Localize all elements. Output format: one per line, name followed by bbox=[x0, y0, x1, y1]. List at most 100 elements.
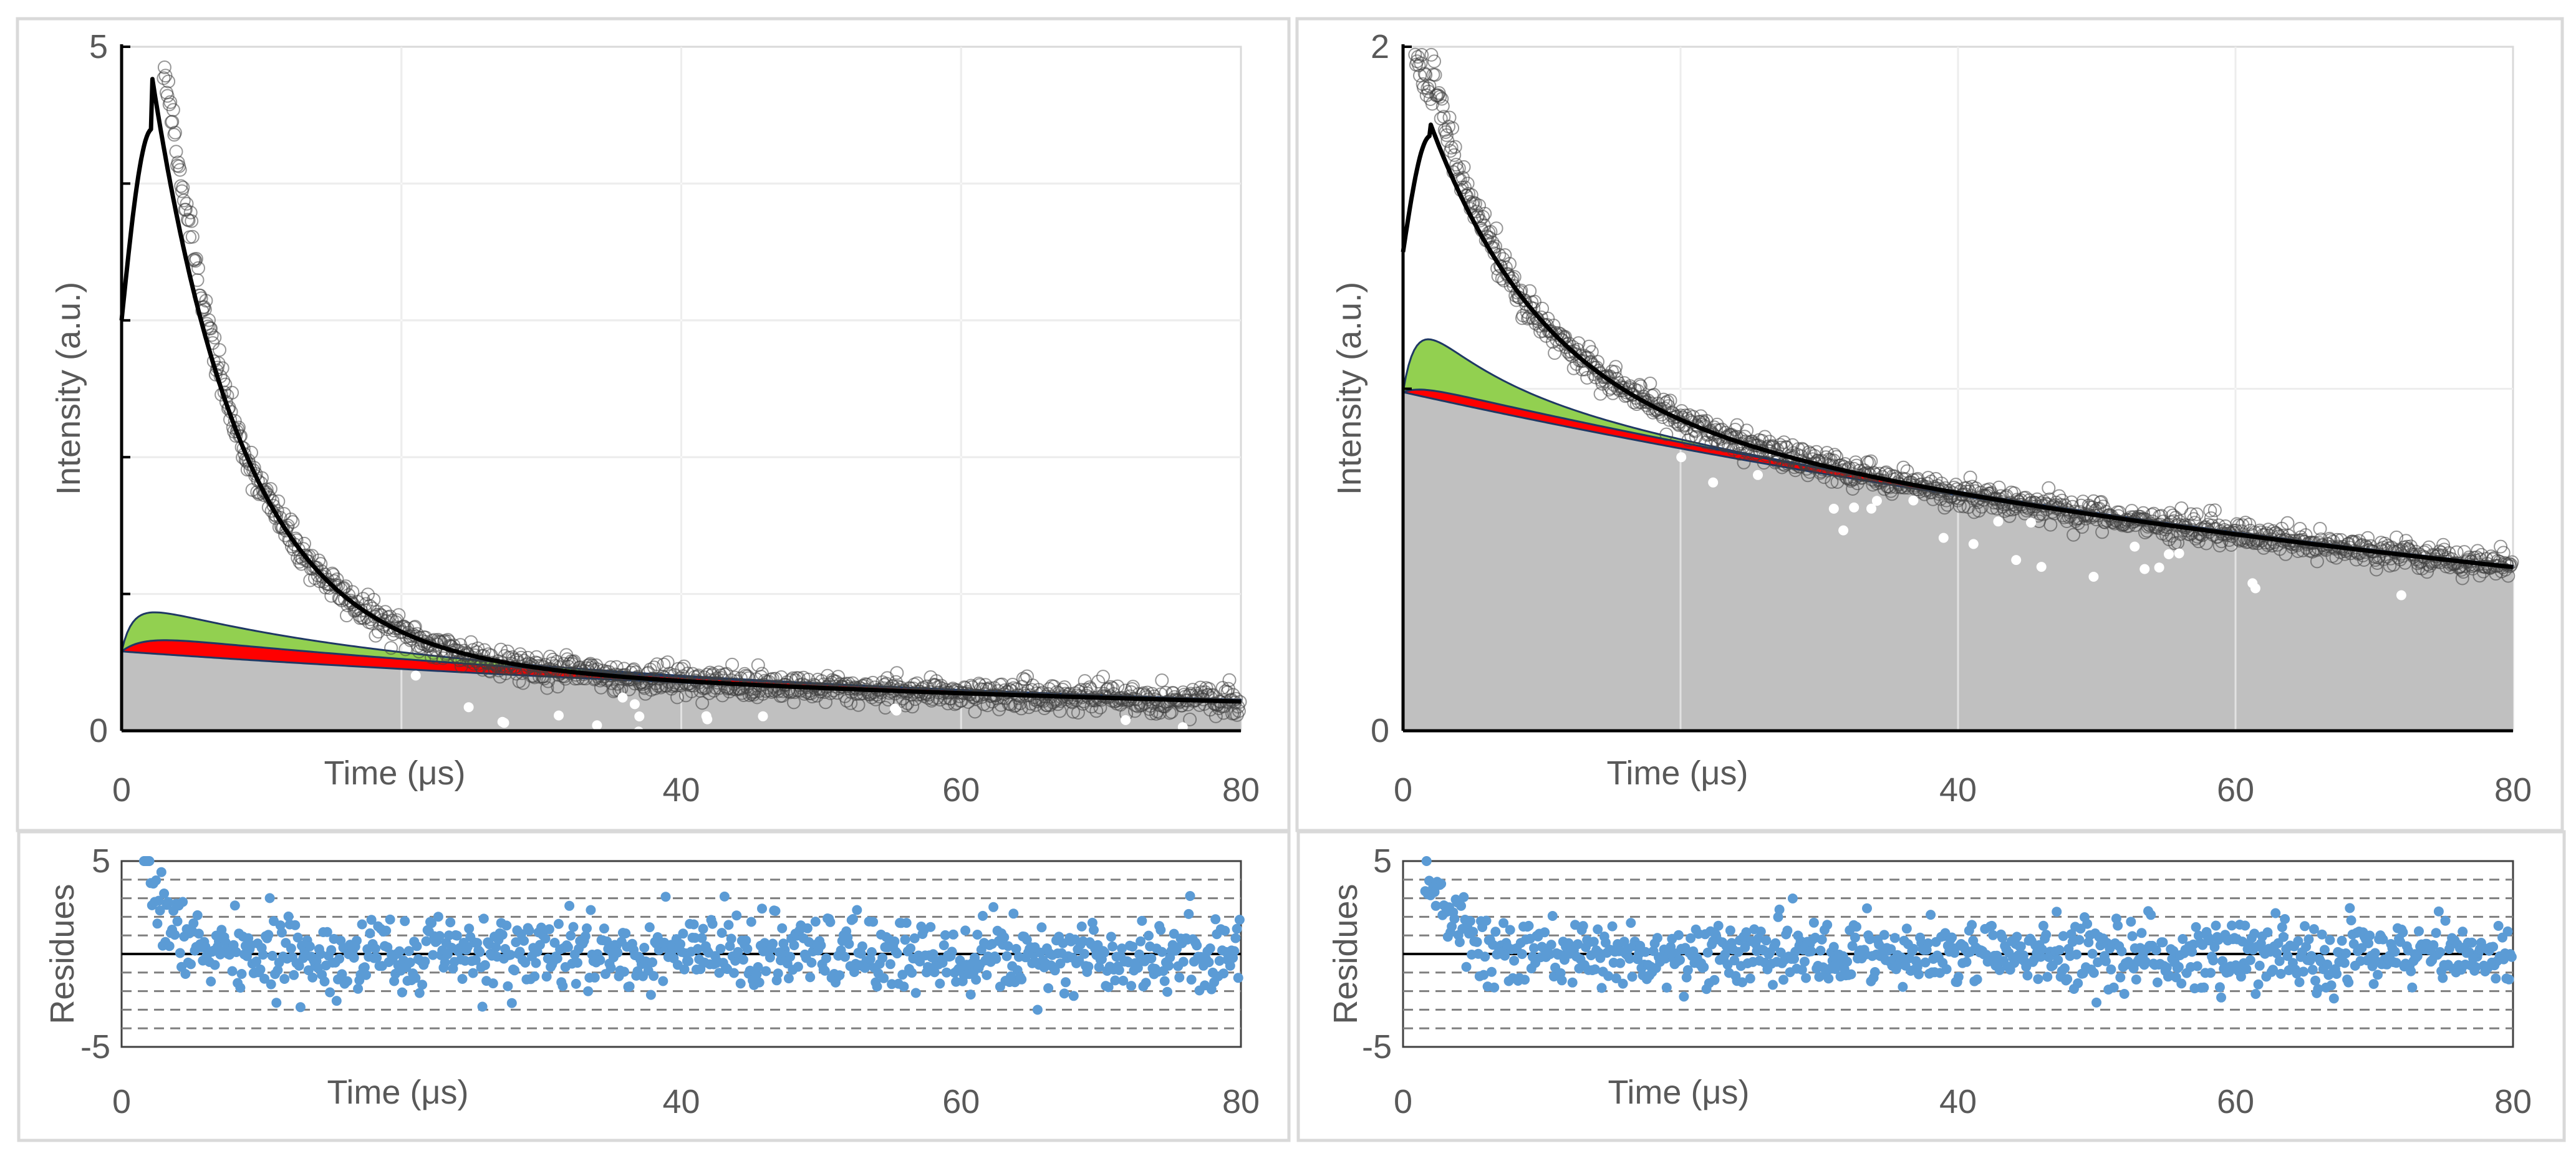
residues-left-point bbox=[357, 919, 367, 930]
residues-right-point bbox=[2199, 982, 2209, 993]
residues-right-point bbox=[1472, 937, 1482, 947]
residues-right-point bbox=[1465, 916, 1475, 927]
residues-left-point bbox=[421, 936, 432, 946]
residues-left-point bbox=[586, 905, 596, 915]
residues-right-point bbox=[2240, 920, 2250, 931]
residues-left-point bbox=[726, 933, 736, 944]
residues-right-point bbox=[2332, 969, 2342, 979]
residues-right-point bbox=[1953, 971, 1964, 982]
decay-left-data-point bbox=[787, 695, 801, 710]
residues-right-point bbox=[2136, 928, 2147, 938]
decay-left-data-point bbox=[162, 74, 176, 89]
decay-left-data-point bbox=[677, 659, 691, 673]
residues-left-point bbox=[624, 981, 635, 991]
residues-left-point bbox=[564, 900, 575, 911]
residues-left-point bbox=[741, 935, 751, 946]
residues-right-point bbox=[1755, 927, 1766, 937]
residues-left-point bbox=[497, 930, 508, 940]
residues-left-point bbox=[777, 923, 788, 933]
decay-left-outlier-point bbox=[733, 730, 744, 741]
decay-left-data-point bbox=[890, 666, 904, 680]
residues-right-point bbox=[1800, 956, 1810, 967]
decay-right-data-point bbox=[1580, 370, 1594, 385]
residues-left-point bbox=[264, 893, 275, 903]
decay-left-data-point bbox=[163, 95, 178, 109]
residues-left-point bbox=[761, 966, 771, 976]
decay-left-x-axis-title: Time (μs) bbox=[324, 754, 465, 792]
residues-left-point bbox=[1205, 943, 1215, 953]
residues-right-point bbox=[2270, 908, 2281, 918]
residues-right-point bbox=[2328, 993, 2339, 1004]
residues-left-point bbox=[925, 922, 936, 932]
residues-left-point bbox=[1155, 925, 1166, 935]
residues-left-point bbox=[394, 946, 405, 956]
residues-left-point bbox=[1136, 936, 1146, 946]
residues-left-point bbox=[901, 918, 912, 928]
residues-left-point bbox=[783, 973, 794, 984]
residues-right-point bbox=[2373, 970, 2383, 980]
decay-left-outlier-point bbox=[463, 702, 474, 713]
decay-right-data-point bbox=[2390, 530, 2404, 544]
decay-right-data-point bbox=[1795, 441, 1809, 456]
residues-left-point bbox=[723, 920, 734, 930]
residues-right-point bbox=[1815, 945, 1826, 956]
residues-right-point bbox=[2254, 960, 2265, 971]
residues-right-point bbox=[2041, 930, 2052, 940]
residues-right-point bbox=[2131, 975, 2141, 985]
residues-left-point bbox=[1068, 991, 1079, 1001]
residues-right-point bbox=[1941, 964, 1952, 975]
residues-left-point bbox=[372, 953, 382, 963]
residues-right-point bbox=[1787, 893, 1798, 903]
residues-left-point bbox=[1016, 974, 1027, 985]
residues-left-point bbox=[847, 914, 858, 924]
residues-left-point bbox=[283, 911, 294, 922]
residues-left-point bbox=[644, 922, 655, 933]
residues-left-point bbox=[475, 946, 485, 957]
decay-left-data-point bbox=[284, 513, 298, 526]
residues-right-point bbox=[2072, 949, 2082, 960]
residues-left-point bbox=[675, 939, 686, 950]
residues-left-point bbox=[1234, 915, 1245, 925]
residues-left-point bbox=[738, 955, 748, 965]
decay-left-data-point bbox=[1222, 673, 1237, 687]
decay-left-data-point bbox=[1215, 681, 1230, 695]
residues-right-point bbox=[1618, 978, 1628, 989]
decay-left-data-point bbox=[851, 698, 866, 712]
residues-right-point bbox=[1556, 975, 1567, 986]
residues-right-point bbox=[2091, 997, 2101, 1008]
residues-left-point bbox=[1114, 965, 1124, 975]
decay-left-data-point bbox=[695, 696, 710, 710]
residues-right-point bbox=[2279, 932, 2289, 942]
residues-left-point bbox=[765, 952, 775, 963]
decay-left-data-point bbox=[185, 229, 200, 244]
residues-right-point bbox=[1914, 969, 1924, 980]
decay-right-data-point bbox=[1817, 470, 1831, 484]
decay-right-data-point bbox=[1428, 68, 1442, 82]
decay-left-data-point bbox=[706, 667, 720, 681]
decay-left-outlier-point bbox=[554, 710, 564, 721]
decay-left-x-tick-label: 0 bbox=[112, 771, 131, 809]
residues-left-point bbox=[193, 928, 204, 939]
residues-left-point bbox=[731, 910, 742, 921]
residues-left-point bbox=[819, 965, 830, 976]
residues-right-point bbox=[1596, 983, 1607, 993]
residues-right-point bbox=[2087, 948, 2098, 959]
residues-right-point bbox=[1869, 967, 1880, 977]
residues-left-y-axis-title: Residues bbox=[44, 884, 81, 1024]
decay-right-data-point bbox=[1435, 92, 1449, 106]
residues-left-point bbox=[229, 900, 240, 911]
residues-left-panel: 0 40 60 80 -5 5 Time (μs) Residues bbox=[17, 830, 1291, 1142]
residues-left-point bbox=[267, 951, 277, 961]
residues-right-point bbox=[1972, 974, 1982, 985]
residues-left-point bbox=[965, 990, 976, 1000]
decay-right-data-point bbox=[1424, 47, 1439, 62]
residues-right-point bbox=[2173, 961, 2184, 972]
residues-left-point bbox=[1076, 921, 1087, 932]
residues-left-point bbox=[947, 946, 957, 957]
decay-right-data-point bbox=[1415, 48, 1429, 62]
residues-left-point bbox=[905, 943, 916, 953]
residues-left-point bbox=[144, 856, 155, 866]
residues-left-point bbox=[821, 953, 831, 963]
residues-right-point bbox=[1889, 933, 1900, 943]
residues-left-point bbox=[509, 965, 520, 976]
